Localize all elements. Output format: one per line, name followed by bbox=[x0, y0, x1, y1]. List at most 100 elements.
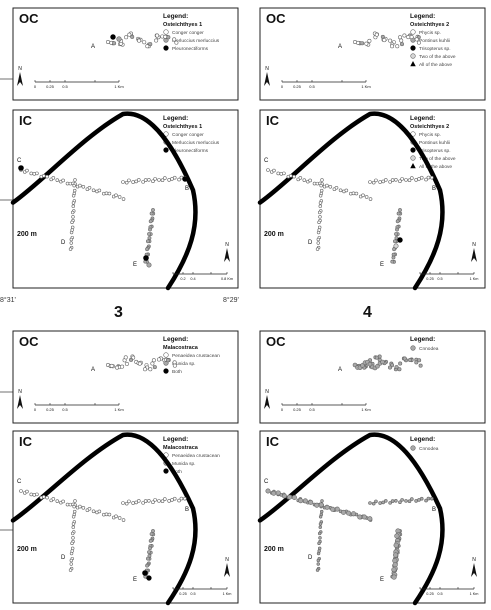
survey-point bbox=[107, 191, 112, 196]
panel-title: IC bbox=[19, 434, 33, 449]
legend-label: Phycis sp. bbox=[419, 132, 441, 138]
survey-point bbox=[390, 178, 395, 182]
survey-point bbox=[70, 546, 75, 551]
survey-point bbox=[394, 177, 398, 182]
legend-symbol bbox=[163, 352, 169, 358]
north-arrow-label: N bbox=[472, 557, 476, 563]
legend-symbol bbox=[410, 29, 416, 35]
survey-point bbox=[147, 236, 152, 240]
survey-point bbox=[172, 37, 177, 42]
legend-symbol bbox=[163, 468, 169, 474]
survey-point bbox=[148, 42, 153, 47]
survey-point bbox=[70, 541, 74, 546]
survey-point bbox=[430, 496, 434, 501]
survey-point bbox=[153, 177, 157, 181]
panel-title: OC bbox=[266, 11, 286, 26]
survey-point bbox=[402, 356, 407, 361]
panel-p7: IC Legend: Malacostraca Penaeidea crustacea… bbox=[10, 430, 239, 606]
scale-tick-label: 0.5 bbox=[437, 592, 442, 596]
survey-point bbox=[324, 504, 330, 510]
survey-point bbox=[320, 499, 324, 503]
panel-frame bbox=[12, 430, 239, 604]
survey-point bbox=[398, 35, 403, 40]
survey-point bbox=[25, 168, 29, 173]
survey-point bbox=[320, 509, 324, 514]
survey-point bbox=[70, 225, 75, 230]
survey-point bbox=[398, 361, 403, 366]
scale-tick-label: 0.25 bbox=[179, 592, 186, 596]
survey-point bbox=[65, 502, 70, 507]
site-label-e: E bbox=[380, 577, 384, 583]
survey-point bbox=[318, 502, 324, 508]
survey-point bbox=[414, 178, 418, 182]
survey-point bbox=[146, 575, 152, 581]
survey-point bbox=[68, 568, 73, 572]
survey-point bbox=[356, 40, 361, 45]
survey-point bbox=[271, 490, 277, 496]
survey-point bbox=[137, 361, 142, 366]
figure-number-3: 3 bbox=[114, 304, 123, 321]
survey-point bbox=[383, 178, 388, 182]
north-arrow-icon bbox=[264, 395, 270, 409]
survey-point bbox=[121, 197, 126, 201]
panel-title: IC bbox=[19, 113, 33, 128]
survey-point bbox=[316, 551, 321, 556]
survey-point bbox=[147, 232, 151, 236]
survey-point bbox=[179, 496, 184, 501]
survey-point bbox=[148, 227, 152, 232]
survey-point bbox=[380, 359, 385, 365]
survey-point bbox=[153, 498, 157, 502]
survey-point bbox=[124, 35, 129, 40]
legend-label: Munida sp. bbox=[172, 361, 195, 367]
survey-point bbox=[142, 570, 148, 576]
survey-point bbox=[302, 178, 307, 182]
north-arrow-label: N bbox=[225, 557, 229, 563]
survey-point bbox=[291, 494, 297, 500]
survey-point bbox=[318, 194, 323, 198]
survey-point bbox=[393, 542, 399, 548]
survey-point bbox=[334, 185, 339, 190]
survey-point bbox=[266, 168, 270, 172]
site-label-c: C bbox=[264, 158, 269, 164]
survey-point bbox=[87, 506, 92, 511]
survey-point bbox=[41, 495, 46, 499]
survey-point bbox=[414, 360, 419, 365]
legend-label: All of the above bbox=[419, 62, 452, 68]
survey-point bbox=[121, 180, 125, 184]
canyon-boundary bbox=[257, 432, 445, 606]
legend-label: Penaeidea crustacean bbox=[172, 353, 220, 359]
survey-point bbox=[129, 357, 134, 362]
panel-p3: IC Legend: Osteichthyes 1 Conger conger Merl… bbox=[10, 109, 239, 291]
survey-point bbox=[146, 556, 150, 561]
survey-point bbox=[265, 488, 271, 494]
survey-point bbox=[338, 188, 343, 193]
survey-point bbox=[61, 499, 65, 504]
site-label-d: D bbox=[61, 555, 66, 561]
survey-point bbox=[55, 178, 60, 182]
survey-point bbox=[320, 178, 324, 182]
survey-point bbox=[318, 215, 322, 219]
legend-subtitle: Malacostraca bbox=[163, 345, 199, 351]
site-label-e: E bbox=[133, 262, 137, 268]
survey-point bbox=[163, 176, 167, 180]
panel-p6: OC Legend: Cnnodea A 0 0.25 0.5 1 Km N bbox=[259, 330, 486, 424]
survey-point bbox=[121, 501, 125, 505]
survey-point bbox=[317, 220, 321, 225]
north-arrow-icon bbox=[224, 248, 230, 262]
survey-point bbox=[357, 514, 363, 520]
survey-point bbox=[71, 536, 75, 540]
survey-point bbox=[174, 40, 179, 45]
survey-point bbox=[334, 506, 340, 512]
panel-p1: OC Legend: Osteichthyes 1 Conger conger Merl… bbox=[12, 7, 239, 101]
site-label-e: E bbox=[133, 577, 137, 583]
survey-point bbox=[172, 496, 177, 501]
survey-point bbox=[361, 193, 365, 198]
survey-point bbox=[148, 538, 153, 543]
survey-point bbox=[397, 237, 403, 243]
survey-point bbox=[114, 193, 118, 198]
survey-point bbox=[51, 497, 56, 501]
survey-point bbox=[397, 367, 402, 372]
survey-point bbox=[319, 183, 323, 188]
survey-point bbox=[371, 501, 376, 506]
survey-point bbox=[318, 522, 323, 526]
